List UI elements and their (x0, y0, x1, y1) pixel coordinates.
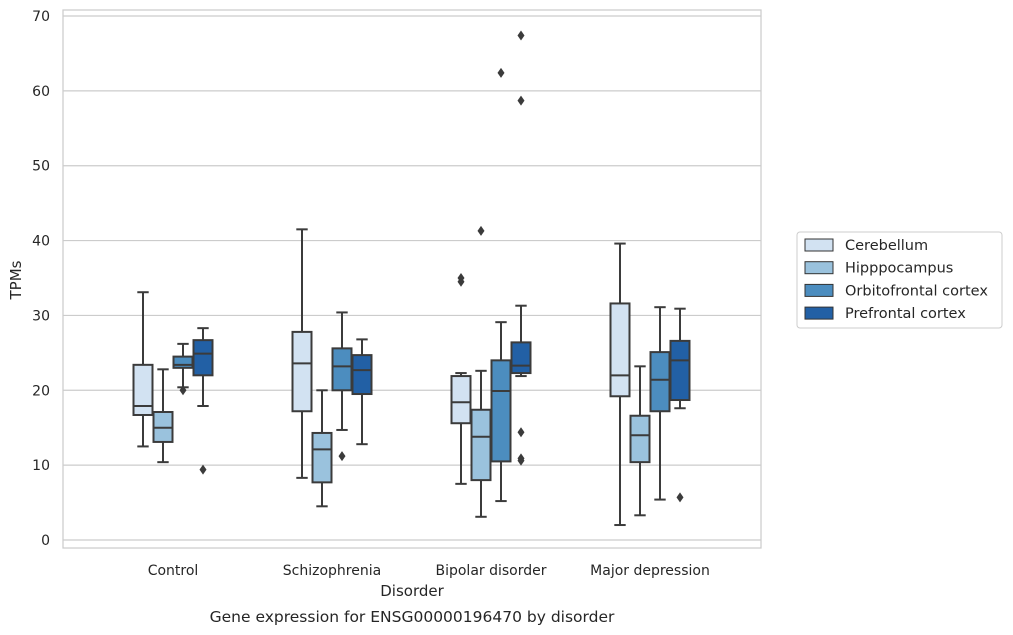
x-tick-label: Bipolar disorder (435, 563, 546, 579)
legend: Cerebellum Hipppocampus Orbitofrontal cort… (796, 231, 1003, 329)
legend-swatch (804, 261, 834, 275)
box (470, 408, 492, 482)
outlier-marker (179, 385, 187, 396)
y-tick-labels: 0 10 20 30 40 50 60 70 (32, 9, 50, 549)
box (649, 351, 671, 413)
legend-swatch (804, 306, 834, 320)
legend-label: Cerebellum (845, 238, 928, 254)
chart-caption: Gene expression for ENSG00000196470 by d… (210, 608, 615, 626)
y-axis-title: TPMs (7, 260, 25, 300)
outlier-marker (199, 464, 207, 475)
y-tick-label: 50 (32, 159, 50, 175)
y-tick-label: 0 (41, 533, 50, 549)
y-tick-label: 10 (32, 458, 50, 474)
series-hipppocampus (152, 225, 651, 518)
y-tick-label: 40 (32, 234, 50, 250)
legend-frame (796, 231, 1003, 329)
outlier-marker (477, 225, 485, 236)
outlier-marker (338, 451, 346, 462)
outlier-marker (676, 492, 684, 503)
box (192, 339, 214, 377)
box (291, 330, 313, 413)
series-prefrontal-cortex (192, 30, 691, 503)
outlier-marker (457, 273, 465, 283)
outlier-marker (517, 95, 525, 106)
box (351, 354, 373, 396)
box (172, 355, 194, 369)
y-tick-label: 60 (32, 84, 50, 100)
outlier-marker (517, 30, 525, 41)
y-tick-label: 70 (32, 9, 50, 25)
outlier-marker (517, 427, 525, 438)
y-tick-label: 20 (32, 383, 50, 399)
box-series-group (132, 30, 691, 527)
box (629, 414, 651, 464)
box (609, 302, 631, 398)
box (510, 341, 532, 375)
legend-label: Prefrontal cortex (845, 306, 966, 322)
x-tick-label: Major depression (590, 563, 710, 579)
outlier-marker (517, 455, 525, 466)
box (311, 431, 333, 484)
legend-swatch (804, 238, 834, 252)
series-cerebellum (132, 228, 631, 527)
legend-label: Orbitofrontal cortex (845, 283, 988, 299)
box (490, 359, 512, 463)
box (450, 375, 472, 425)
legend-label: Hipppocampus (845, 261, 953, 277)
box (331, 347, 353, 392)
legend-swatch (804, 283, 834, 297)
outlier-marker (497, 67, 505, 78)
x-tick-label: Control (148, 563, 199, 579)
x-axis-title: Disorder (380, 582, 444, 600)
box (669, 339, 691, 402)
series-orbitofrontal-cortex (172, 67, 671, 503)
x-tick-labels: Control Schizophrenia Bipolar disorder Majo… (148, 563, 710, 579)
x-tick-label: Schizophrenia (283, 563, 381, 579)
box (132, 363, 154, 416)
y-tick-label: 30 (32, 308, 50, 324)
y-gridlines (63, 15, 761, 541)
